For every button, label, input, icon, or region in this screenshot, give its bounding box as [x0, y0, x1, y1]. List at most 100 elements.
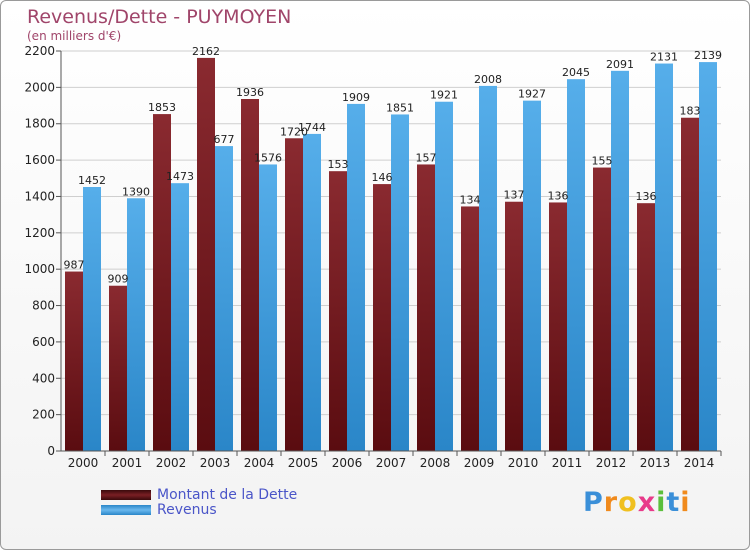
data-label: 1473 [166, 170, 194, 183]
data-label: 1452 [78, 174, 106, 187]
data-label: 157 [416, 151, 437, 164]
x-tick-label: 2007 [376, 456, 407, 470]
bar-dette [681, 117, 699, 452]
x-tick-label: 2005 [288, 456, 319, 470]
bar-dette [593, 167, 611, 451]
legend-swatch-revenus [101, 505, 151, 515]
bar-dette [65, 271, 83, 451]
bar-revenus [259, 164, 277, 452]
x-tick-label: 2010 [508, 456, 539, 470]
y-tick-label: 1800 [24, 117, 55, 131]
data-label: 136 [548, 189, 569, 202]
bar-revenus [303, 133, 321, 451]
x-tick-label: 2001 [112, 456, 143, 470]
y-tick-label: 800 [32, 299, 55, 313]
bar-dette [549, 202, 567, 451]
bar-dette [241, 99, 259, 451]
legend-label-revenus: Revenus [157, 502, 217, 518]
data-label: 1576 [254, 151, 282, 164]
bar-revenus [347, 103, 365, 451]
data-label: 1909 [342, 91, 370, 104]
x-tick-label: 2014 [684, 456, 715, 470]
y-tick-label: 600 [32, 335, 55, 349]
x-tick-label: 2004 [244, 456, 275, 470]
data-label: 1744 [298, 121, 326, 134]
logo-letter: o [618, 487, 638, 518]
data-label: 153 [328, 158, 349, 171]
logo-letter: i [656, 487, 667, 518]
y-tick-label: 1200 [24, 226, 55, 240]
x-tick-label: 2009 [464, 456, 495, 470]
data-label: 155 [592, 155, 613, 168]
x-tick-label: 2012 [596, 456, 627, 470]
bar-dette [153, 114, 171, 451]
bar-dette [109, 285, 127, 451]
bar-revenus [611, 70, 629, 452]
chart-subtitle: (en milliers d'€) [27, 29, 122, 43]
data-label: 134 [460, 193, 481, 206]
bars [65, 57, 717, 452]
data-label: 1921 [430, 89, 458, 102]
logo-letter: t [666, 487, 681, 518]
logo-letter: x [637, 487, 657, 518]
data-label: 183 [680, 105, 701, 118]
bar-revenus [479, 85, 497, 451]
data-label: 1720 [280, 125, 308, 138]
bar-revenus [215, 146, 233, 451]
data-label: 2008 [474, 73, 502, 86]
data-label: 2162 [192, 45, 220, 58]
legend-label-dette: Montant de la Dette [157, 487, 298, 503]
x-tick-label: 2011 [552, 456, 583, 470]
legend-swatch-dette [101, 490, 151, 500]
bar-dette [373, 184, 391, 451]
bar-dette [417, 164, 435, 452]
logo-letter: r [603, 487, 619, 518]
data-label: 1927 [518, 88, 546, 101]
y-tick-label: 400 [32, 371, 55, 385]
logo-letter: i [680, 487, 691, 518]
data-label: 1853 [148, 101, 176, 114]
data-label: 987 [64, 259, 85, 272]
data-label: 136 [636, 190, 657, 203]
y-axis-ticks: 0 200 400 600 800 1000 1200 1400 1600 1800 2000 220… [24, 44, 61, 458]
x-tick-label: 2013 [640, 456, 671, 470]
data-label: 2139 [694, 49, 722, 62]
data-label: 2045 [562, 66, 590, 79]
bar-revenus [83, 187, 101, 451]
data-label: 2091 [606, 58, 634, 71]
y-tick-label: 0 [47, 444, 55, 458]
x-axis-ticks: 2000 2001 2002 2003 2004 2005 2006 2007 2008 2009… [68, 451, 722, 470]
x-tick-label: 2008 [420, 456, 451, 470]
axes [60, 51, 721, 452]
bar-revenus [699, 62, 717, 451]
data-label: 677 [214, 133, 235, 146]
data-label: 2131 [650, 51, 678, 64]
bar-revenus [435, 101, 453, 452]
x-tick-label: 2002 [156, 456, 187, 470]
bar-dette [461, 206, 479, 451]
bar-dette [637, 203, 655, 451]
logo-letter: P [583, 487, 604, 518]
data-label: 1936 [236, 86, 264, 99]
y-tick-label: 2000 [24, 80, 55, 94]
data-label: 146 [372, 171, 393, 184]
bar-dette [285, 138, 303, 452]
x-tick-label: 2006 [332, 456, 363, 470]
bar-revenus [391, 114, 409, 452]
y-tick-label: 200 [32, 408, 55, 422]
chart-title: Revenus/Dette - PUYMOYEN [27, 6, 292, 28]
bar-revenus [171, 183, 189, 451]
data-label: 1851 [386, 101, 414, 114]
y-tick-label: 1600 [24, 153, 55, 167]
data-labels: 987 1452 909 1390 1853 1473 2162 677 1936 1576 172… [64, 45, 723, 286]
bar-dette [197, 57, 215, 452]
data-label: 137 [504, 189, 525, 202]
bar-revenus [655, 63, 673, 451]
data-label: 909 [108, 273, 129, 286]
x-tick-label: 2003 [200, 456, 231, 470]
y-tick-label: 1400 [24, 189, 55, 203]
y-tick-label: 2200 [24, 44, 55, 58]
bar-dette [329, 171, 347, 451]
